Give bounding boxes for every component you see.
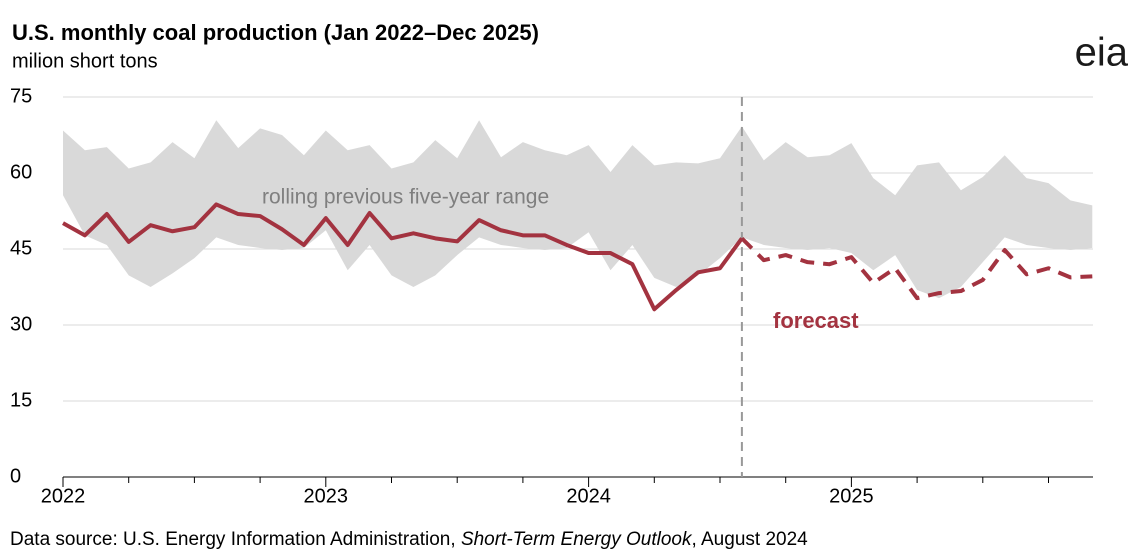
source-part: , August 2024 (692, 529, 809, 550)
x-tick-label: 2022 (41, 485, 86, 507)
source-part: Data source: U.S. Energy Information Adm… (10, 529, 461, 550)
chart-title: U.S. monthly coal production (Jan 2022–D… (12, 20, 539, 45)
y-tick-label: 30 (10, 313, 32, 335)
y-tick-label: 0 (10, 465, 21, 487)
y-tick-label: 60 (10, 161, 32, 183)
logo: eia (1075, 31, 1129, 75)
x-tick-label: 2023 (304, 485, 349, 507)
y-tick-label: 75 (10, 85, 32, 107)
source-note: Data source: U.S. Energy Information Adm… (10, 529, 808, 550)
annotation: rolling previous five-year range (262, 186, 549, 209)
annotation: forecast (773, 308, 859, 333)
x-tick-label: 2024 (566, 485, 611, 507)
y-tick-label: 15 (10, 389, 32, 411)
series-line (62, 202, 744, 312)
source-part: Short-Term Energy Outlook (461, 529, 693, 550)
range-band (63, 120, 1093, 299)
y-tick-label: 45 (10, 237, 32, 259)
x-tick-label: 2025 (829, 485, 874, 507)
series-line (740, 236, 1093, 301)
chart-subtitle: milion short tons (12, 50, 158, 72)
